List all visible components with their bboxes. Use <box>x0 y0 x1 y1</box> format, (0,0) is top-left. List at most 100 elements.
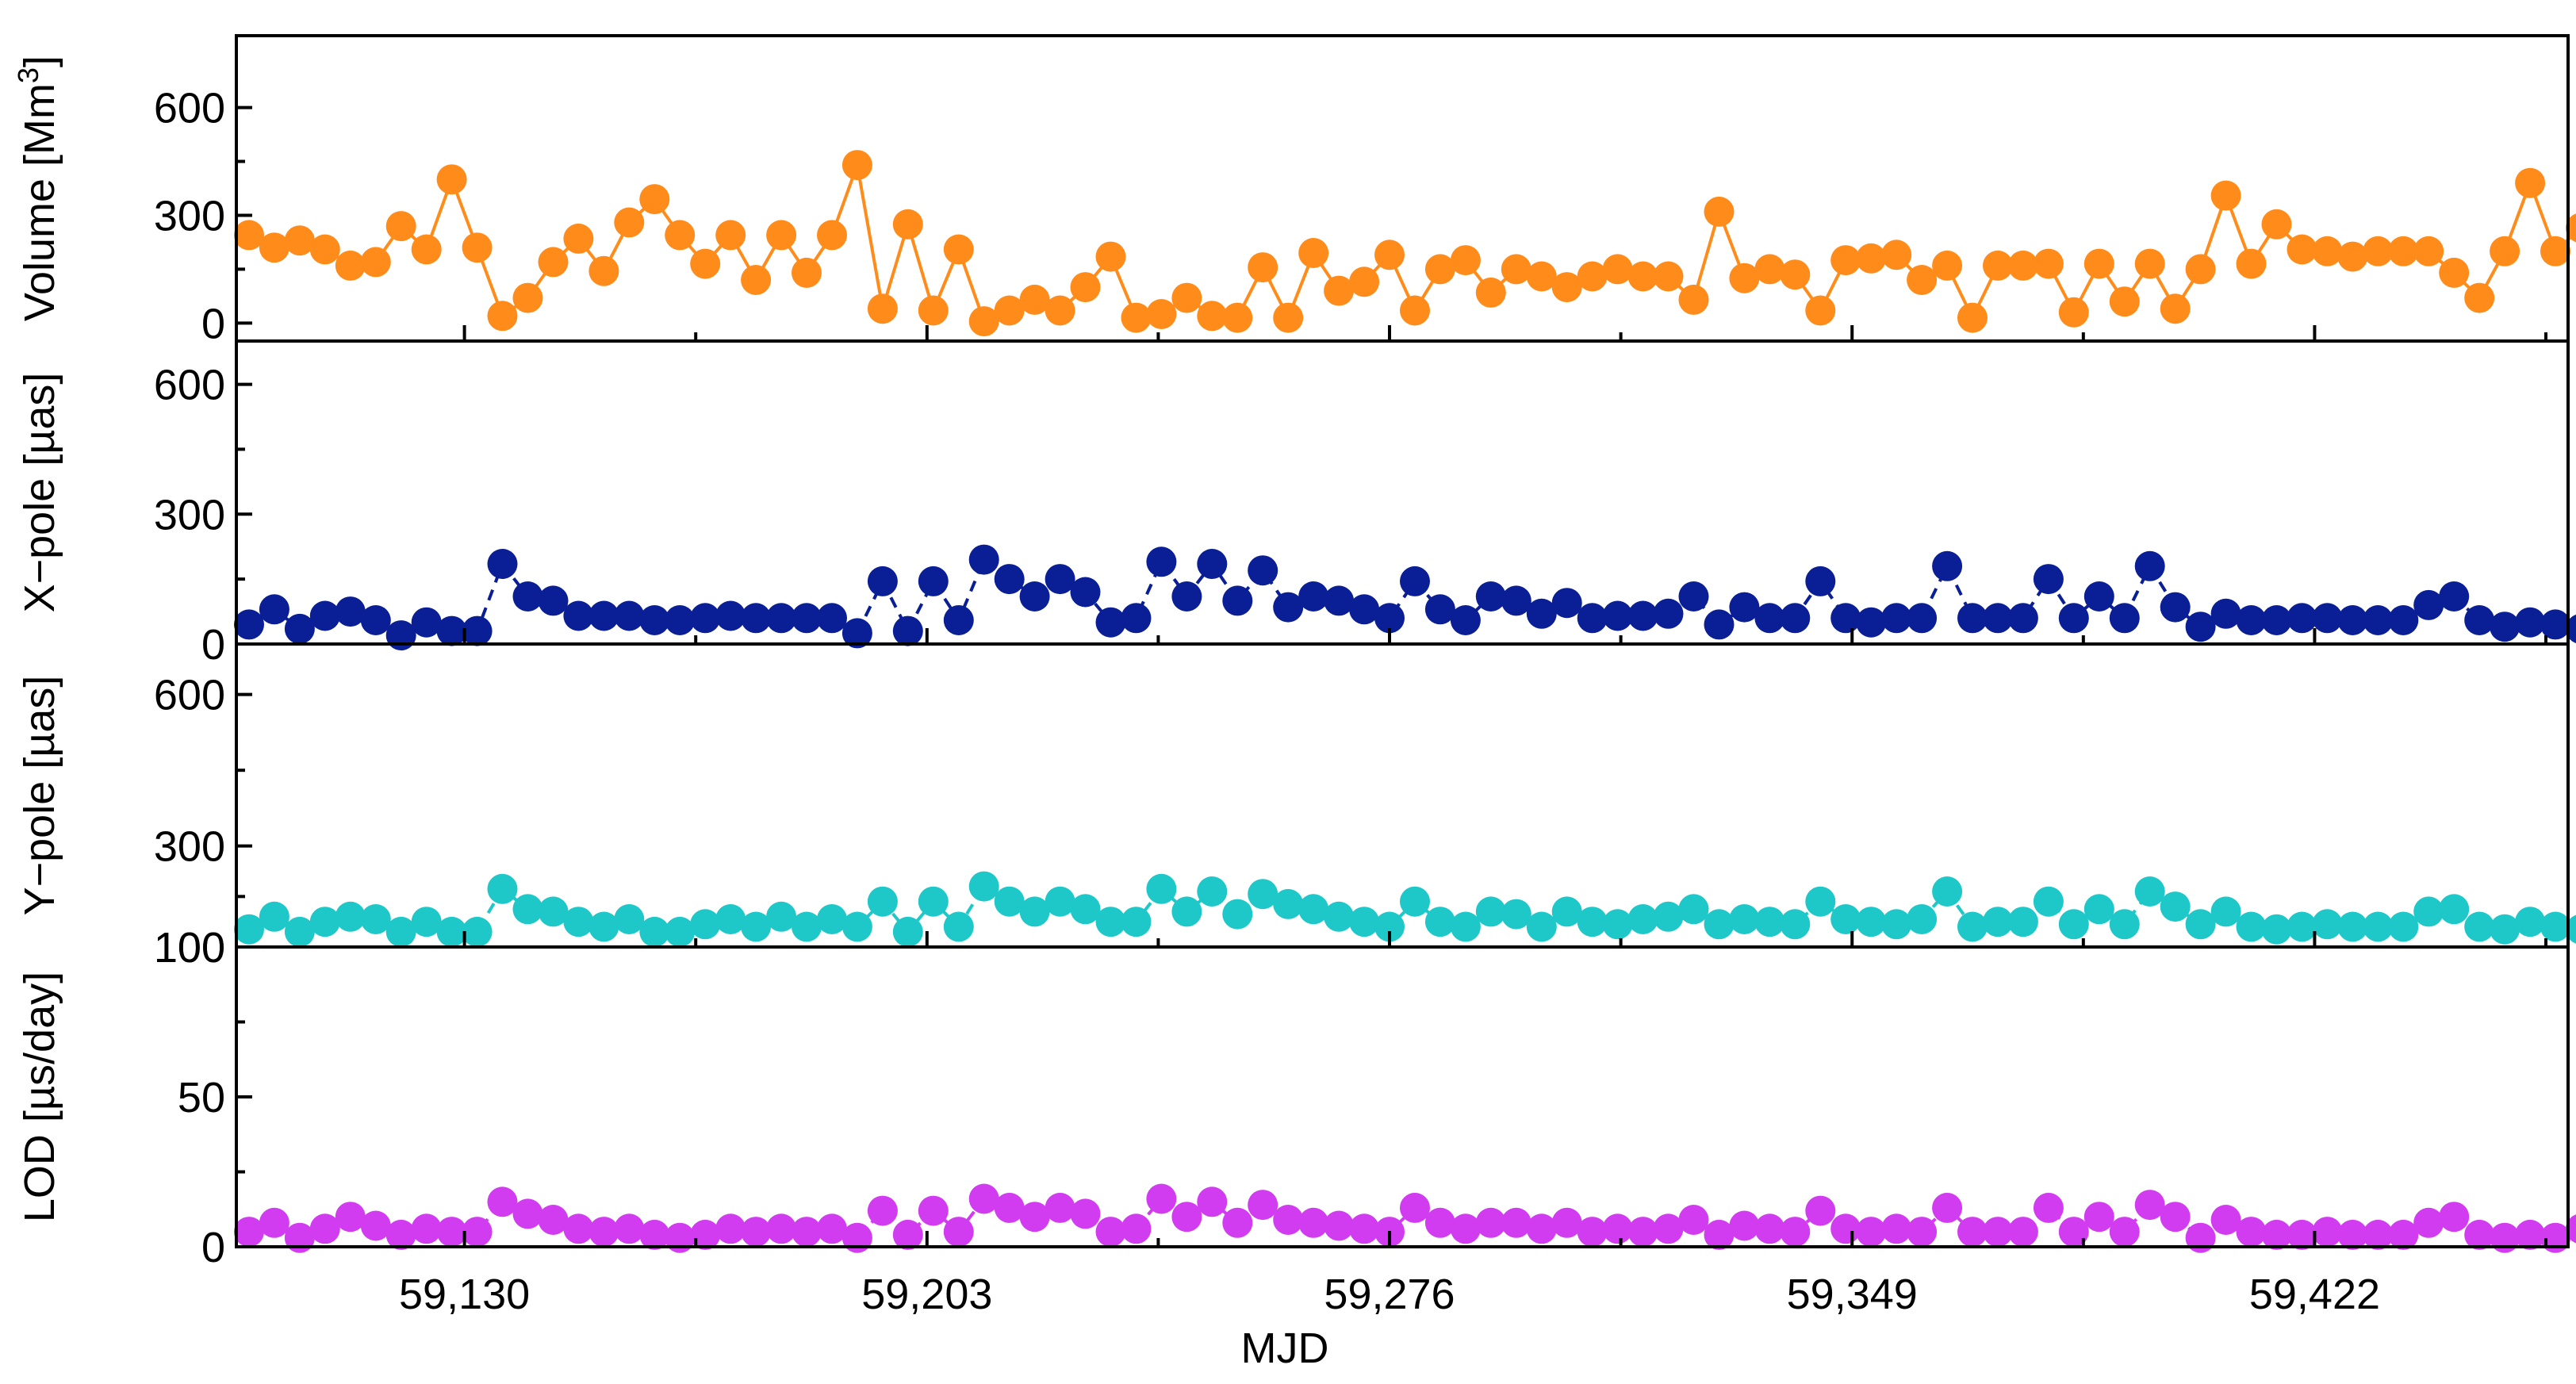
lod-point <box>2236 1217 2267 1248</box>
volume-point <box>1045 295 1075 326</box>
x-pole-point <box>1932 550 1963 581</box>
volume-point <box>2490 236 2520 266</box>
y-pole-point <box>462 916 493 947</box>
x-pole-point <box>817 603 847 634</box>
y-pole-ytick-label: 100 <box>154 924 225 972</box>
volume-point <box>1222 302 1253 333</box>
volume-point <box>1754 254 1785 285</box>
volume-point <box>2236 248 2267 279</box>
x-pole-point <box>1171 581 1202 611</box>
y-pole-point <box>892 916 923 947</box>
volume-point <box>360 247 391 278</box>
lod-point <box>1678 1205 1709 1235</box>
y-pole-point <box>2287 911 2317 942</box>
x-pole-point <box>2490 611 2520 642</box>
y-pole-point <box>1526 911 1557 942</box>
x-pole-point <box>792 603 822 634</box>
y-pole-point <box>1374 911 1405 942</box>
volume-point <box>1349 266 1380 297</box>
lod-point <box>487 1187 518 1217</box>
volume-ytick-label: 300 <box>154 192 225 240</box>
y-pole-point <box>1932 876 1963 907</box>
volume-point <box>968 306 999 337</box>
y-pole-point <box>1754 907 1785 937</box>
x-pole-ytick-label: 300 <box>154 491 225 539</box>
y-pole-point <box>2083 894 2114 925</box>
lod-point <box>512 1198 543 1229</box>
volume-point <box>1248 252 1278 283</box>
lod-point <box>1424 1207 1455 1238</box>
x-pole-point <box>2007 603 2038 634</box>
lod-point <box>1400 1192 1430 1223</box>
volume-point <box>792 257 822 288</box>
lod-point <box>1729 1210 1760 1241</box>
x-pole-point <box>1856 607 1887 638</box>
lod-point <box>1577 1217 1608 1248</box>
x-pole-point <box>411 607 442 638</box>
lod-point <box>1602 1213 1633 1244</box>
lod-point <box>1045 1192 1075 1223</box>
volume-point <box>2160 293 2191 324</box>
lod-point <box>1450 1213 1481 1244</box>
y-pole-point <box>234 914 264 945</box>
x-pole-point <box>1526 598 1557 629</box>
lod-point <box>1501 1207 1531 1238</box>
plot-border <box>235 34 2570 1248</box>
y-pole-point <box>2210 896 2241 927</box>
volume-point <box>1805 295 1836 326</box>
volume-point <box>1424 254 1455 285</box>
lod-point <box>1653 1213 1684 1244</box>
y-pole-point <box>2185 909 2216 940</box>
lod-point <box>2515 1219 2546 1250</box>
volume-point <box>1146 299 1177 329</box>
lod-point <box>1324 1210 1355 1241</box>
x-pole-point <box>2464 605 2495 635</box>
y-pole-point <box>665 916 696 947</box>
x-pole-point <box>2439 581 2470 611</box>
lod-point <box>1248 1190 1278 1221</box>
x-pole-point <box>867 565 898 596</box>
volume-point <box>1729 263 1760 293</box>
volume-point <box>1374 240 1405 270</box>
lod-point <box>867 1195 898 1226</box>
y-pole-point <box>385 916 416 947</box>
x-pole-point <box>1501 585 1531 616</box>
volume-point <box>436 164 467 195</box>
y-pole-point <box>588 911 619 942</box>
volume-point <box>1602 254 1633 285</box>
volume-point <box>766 220 797 251</box>
x-pole-point <box>1830 603 1861 634</box>
lod-ytick-label: 0 <box>201 1224 225 1271</box>
x-pole-ytick-label: 0 <box>201 621 225 669</box>
lod-point <box>563 1213 594 1244</box>
volume-point <box>841 150 872 181</box>
y-pole-point <box>614 904 645 934</box>
lod-point <box>639 1219 670 1250</box>
volume-point <box>1324 275 1355 306</box>
lod-point <box>2007 1217 2038 1248</box>
volume-point <box>563 223 594 254</box>
x-pole-point <box>335 596 366 627</box>
y-pole-point <box>1045 886 1075 917</box>
chart-frame <box>235 34 2570 1248</box>
lod-point <box>1881 1213 1912 1244</box>
lod-point <box>2083 1202 2114 1233</box>
lod-point <box>2210 1205 2241 1235</box>
y-pole-point <box>1222 899 1253 930</box>
y-pole-point <box>1551 896 1582 927</box>
x-pole-point <box>1475 581 1506 611</box>
volume-point <box>2210 180 2241 211</box>
x-pole-point <box>1146 546 1177 577</box>
x-pole-point <box>1019 581 1050 611</box>
lod-point <box>2363 1219 2394 1250</box>
lod-point <box>943 1217 974 1248</box>
volume-point <box>1704 196 1735 227</box>
x-pole-point <box>2210 598 2241 629</box>
x-pole-point <box>968 544 999 575</box>
y-pole-point <box>2160 891 2191 922</box>
x-pole-point <box>2540 609 2570 640</box>
lod-point <box>411 1213 442 1244</box>
lod-point <box>792 1217 822 1248</box>
y-pole-point <box>1298 894 1329 925</box>
